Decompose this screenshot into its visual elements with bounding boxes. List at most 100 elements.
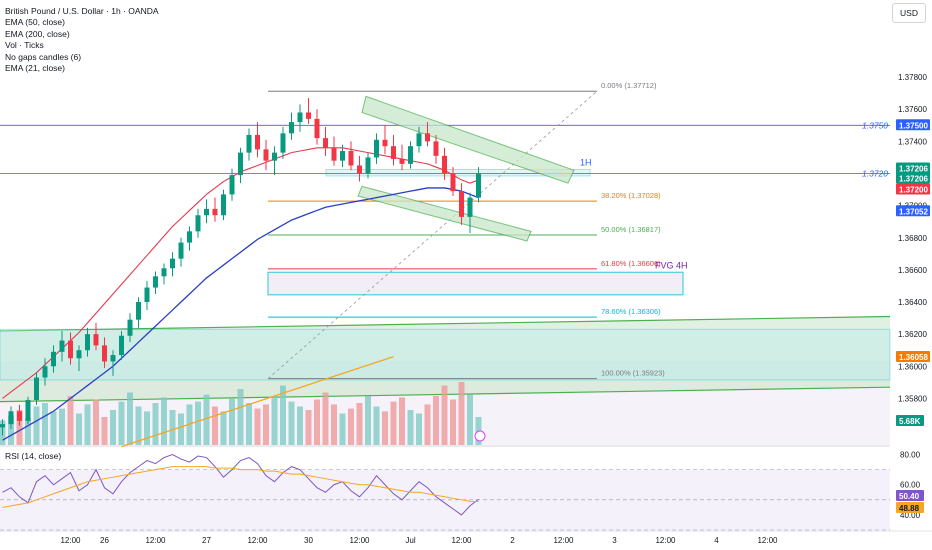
volume-bar [195,401,201,445]
x-tick-label: 12:00 [757,536,778,545]
candle-body [467,197,473,217]
volume-bar [135,406,142,445]
price-label-box [896,350,930,362]
candle-body [221,194,226,216]
candle-body [323,138,328,148]
volume-value-box [896,415,924,426]
volume-bar [297,406,303,445]
y-tick-label: 1.36400 [898,298,927,307]
price-label-box [896,162,930,174]
candle-body [348,151,354,166]
volume-bar [237,389,244,445]
volume-bar [152,403,159,445]
candle-body [212,208,218,216]
candle-body [459,191,464,217]
volume-bar [339,413,346,445]
volume-bar [220,411,227,445]
volume-bar [93,399,99,445]
candle-body [340,151,345,161]
x-tick-label: 12:00 [553,536,574,545]
x-tick-label: 12:00 [655,536,676,545]
rsi-ma-value-box [896,502,924,513]
price-axis [890,0,932,550]
ema200-label[interactable]: EMA (200, close) [5,28,70,39]
nogaps-label[interactable]: No gaps candles (6) [5,51,82,62]
currency-button[interactable]: USD [892,3,926,23]
volume-bar [390,401,397,445]
channel-top-line [0,315,891,332]
price-label-box [896,183,930,195]
rsi-value-text: 50.40 [899,492,920,501]
rsi-y-tick: 40.00 [900,511,921,520]
volume-bar [433,396,439,445]
candle-body [76,350,82,359]
volume-bar [246,403,252,445]
volume-bar [365,396,371,445]
volume-bar [212,406,218,445]
candle-body [110,355,116,362]
volume-value-text: 5.68K [899,417,921,426]
fvg-4h-zone [267,271,684,296]
candle-body [51,351,56,367]
volume-bar [33,406,40,445]
candle-body [246,134,252,153]
x-tick-label: 4 [714,536,719,545]
candle-body [93,334,99,346]
rsi-label[interactable]: RSI (14, close) [5,451,62,461]
volume-bar [305,410,312,445]
y-tick-label: 1.37400 [898,137,927,146]
x-tick-label: 12:00 [60,536,81,545]
volume-bar [416,413,422,445]
hline-label-1: 1.3720 [862,169,888,179]
fib-label-1: 38.20% (1.37028) [601,191,661,200]
volume-label[interactable]: Vol · Ticks [5,40,44,51]
x-tick-label: 26 [100,536,109,545]
price-label-text: 1.37052 [899,207,928,216]
candle-body [365,157,371,174]
candle-body [204,208,209,216]
candle-body [255,134,260,150]
candle-body [382,139,388,147]
fib-label-4: 78.60% (1.36306) [601,307,661,316]
candle-body [331,147,337,161]
volume-bar [424,404,431,445]
candle-body [170,258,175,269]
y-tick-label: 1.36800 [898,234,927,243]
ema50-label[interactable]: EMA (50, close) [5,17,65,28]
fib-label-2: 50.00% (1.36817) [601,225,661,234]
volume-bar [50,411,57,445]
candle-body [136,302,141,320]
volume-bar [101,417,108,445]
candle-body [306,112,311,119]
volume-bar [271,396,278,445]
candle-body [8,411,14,425]
candle-body [425,133,430,142]
candle-body [102,345,107,362]
demand-zone [0,328,891,381]
fib-trend-line [267,90,598,379]
flag-top-band [361,95,575,184]
volume-bar [356,403,363,445]
rsi-ma-line [2,466,479,508]
candle-body [195,215,201,232]
volume-bar [8,415,14,445]
x-tick-label: 2 [510,536,515,545]
y-tick-label: 1.37600 [898,105,927,114]
candle-body [399,159,405,164]
candle-body [263,149,269,161]
volume-bar [280,385,286,445]
candle-body [161,268,167,277]
ema21-label[interactable]: EMA (21, close) [5,63,65,74]
volume-bar [458,382,465,445]
fib-label-3: 61.80% (1.36606) [601,259,661,268]
hline-label-0: 1.3750 [862,120,888,130]
volume-bar [322,392,329,445]
candle-body [297,112,303,123]
volume-bar [178,413,184,445]
candle-body [416,133,422,147]
y-tick-label: 1.36200 [898,330,927,339]
candle-body [153,276,158,288]
ema50-line [2,187,479,441]
volume-bar [84,404,91,445]
